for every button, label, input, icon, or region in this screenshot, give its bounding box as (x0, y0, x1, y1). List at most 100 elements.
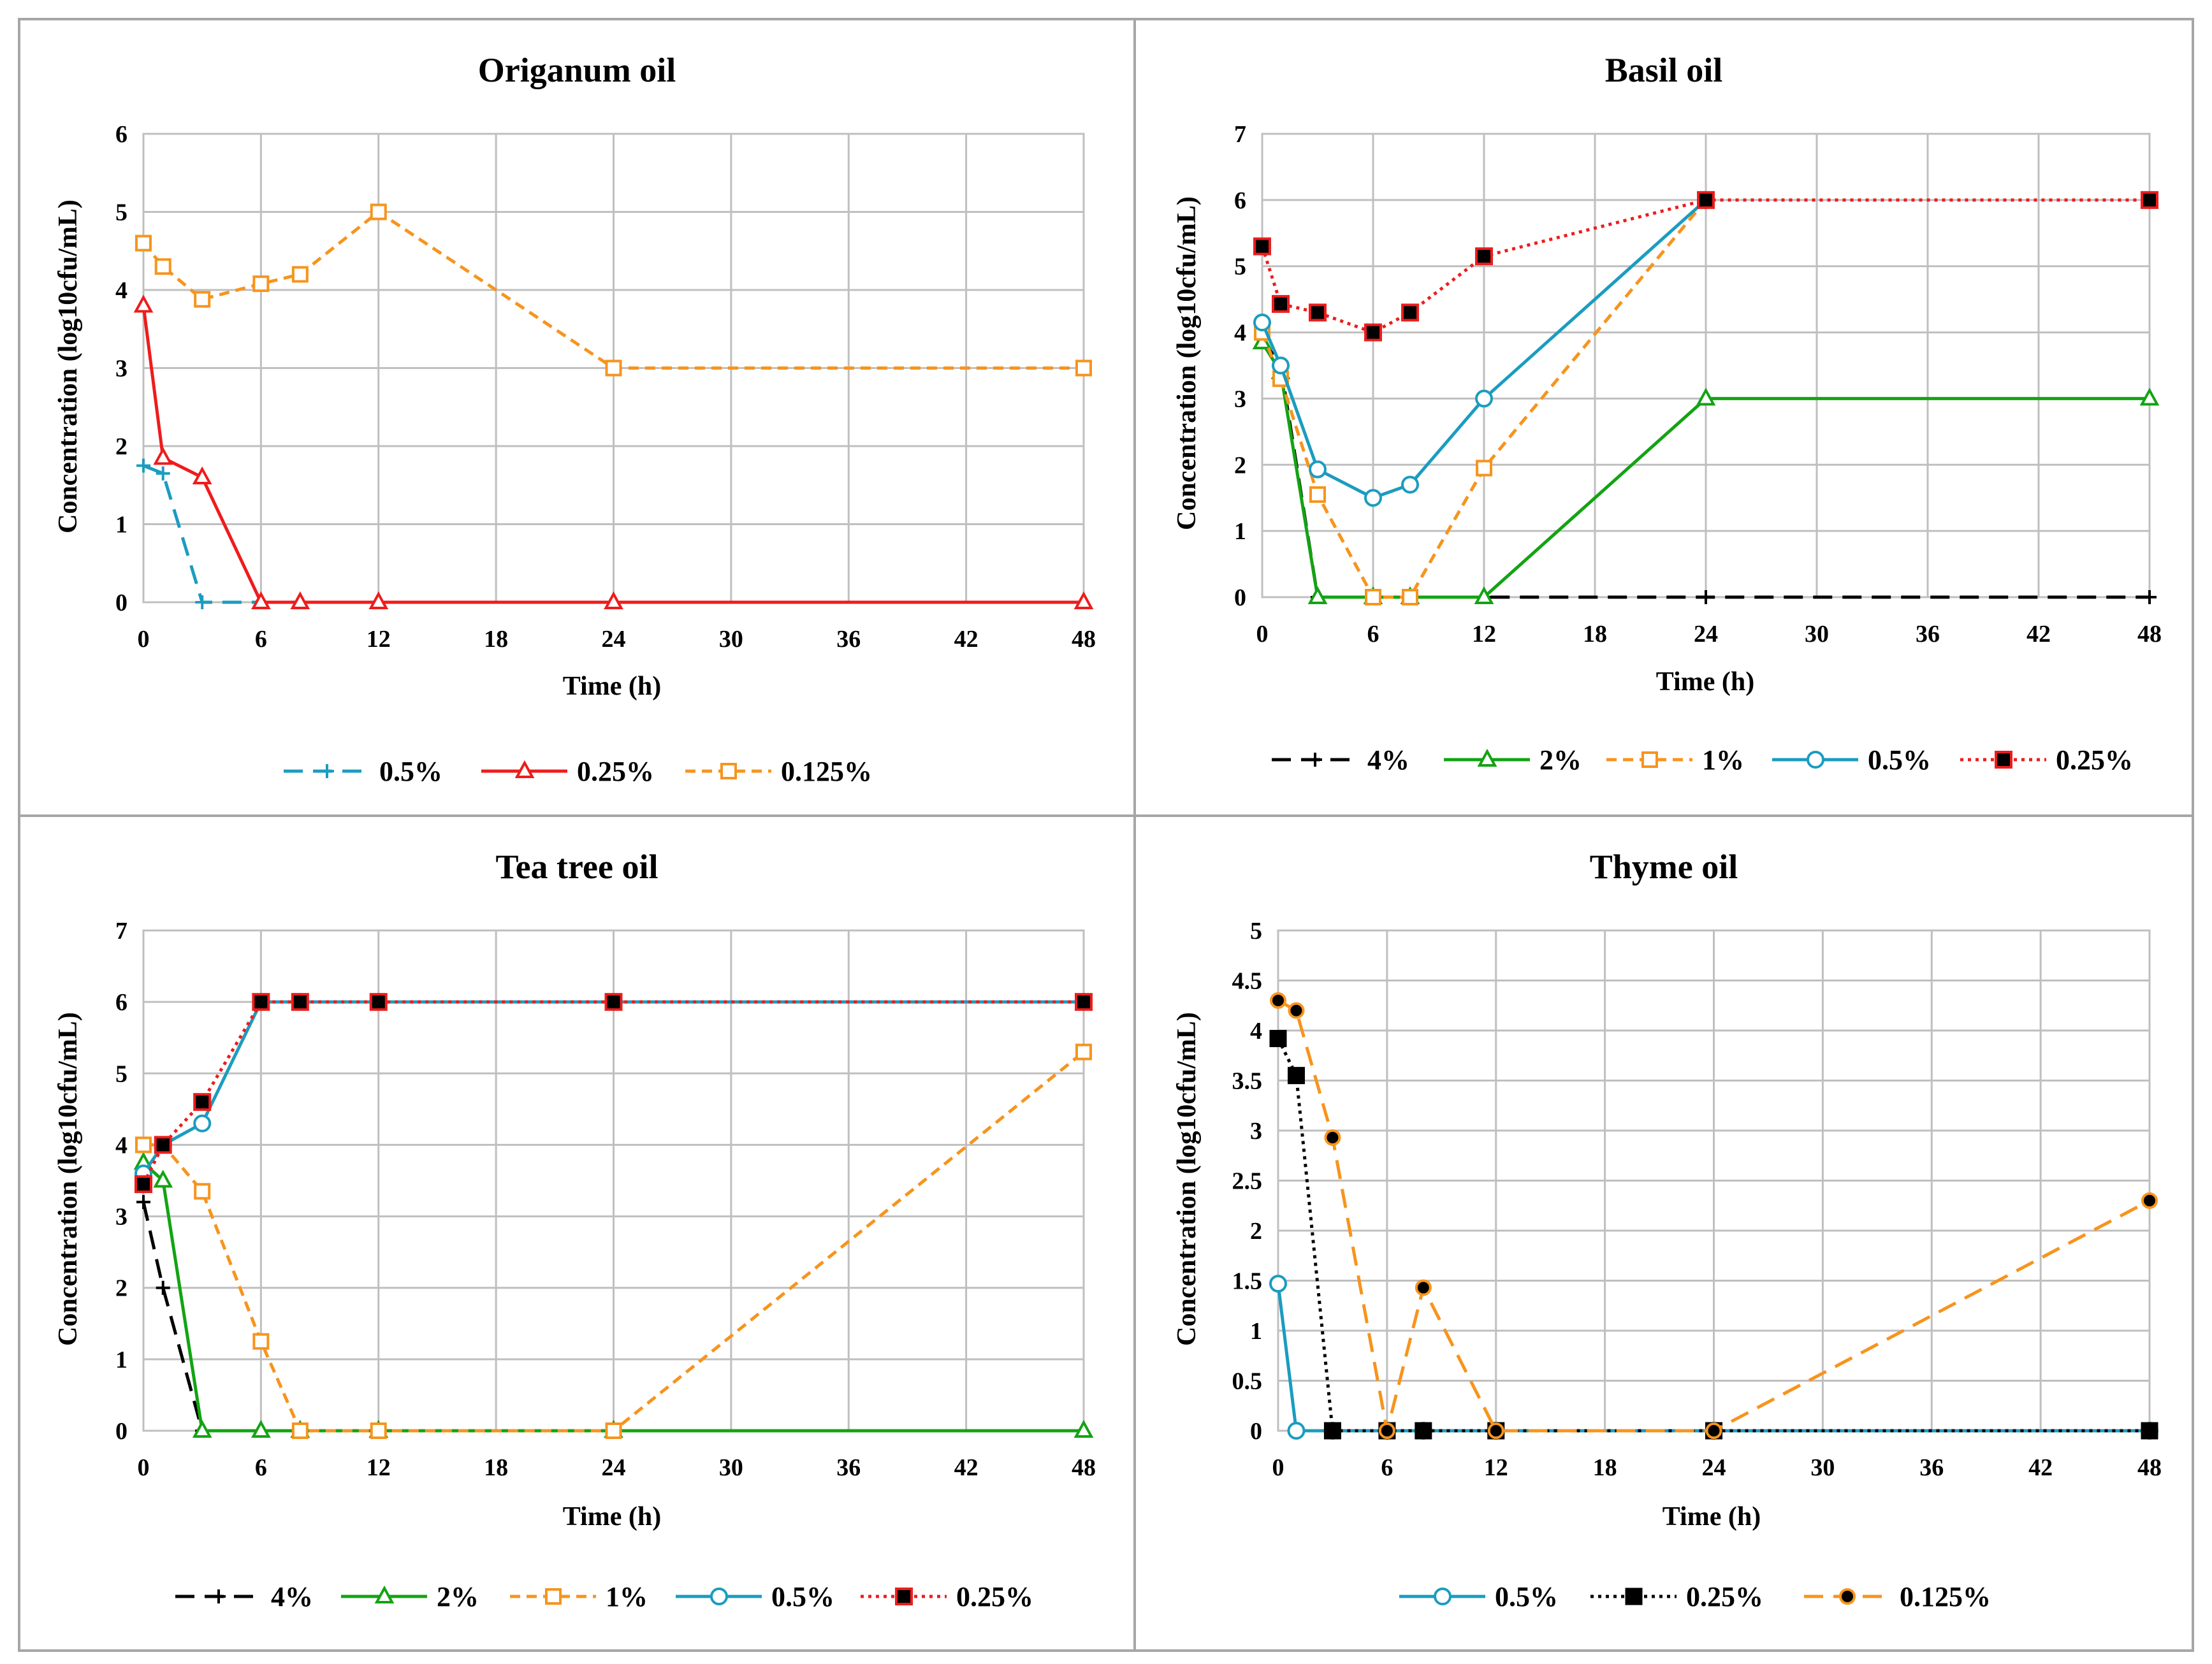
legend-item: 2% (341, 1581, 479, 1612)
x-tick-label: 12 (1472, 621, 1496, 648)
y-tick-label: 6 (115, 121, 127, 148)
y-tick-label: 2 (115, 433, 127, 460)
legend-label: 4% (271, 1581, 313, 1612)
x-tick-label: 24 (1694, 621, 1718, 648)
series-line (143, 464, 261, 604)
series-0.125pct (135, 203, 1092, 377)
x-tick-label: 36 (1919, 1454, 1944, 1481)
data-point (1401, 475, 1419, 494)
x-tick-label: 18 (1583, 621, 1607, 648)
data-point (136, 1195, 150, 1210)
data-point (1075, 1043, 1092, 1060)
legend-label: 1% (1702, 744, 1744, 776)
legend-label: 0.25% (577, 756, 654, 787)
y-tick-label: 1 (1250, 1318, 1262, 1345)
data-point (1309, 460, 1327, 479)
x-tick-label: 48 (2137, 1454, 2162, 1481)
y-tick-label: 3 (115, 1204, 127, 1231)
data-point (291, 993, 309, 1011)
data-point (1415, 1422, 1432, 1440)
legend-item: 0.25% (1590, 1581, 1763, 1612)
data-point (1253, 237, 1271, 256)
x-axis-label: Time (h) (563, 1502, 661, 1531)
x-tick-label: 6 (1381, 1454, 1393, 1481)
data-point (1324, 1129, 1341, 1146)
legend-label: 1% (606, 1581, 648, 1612)
data-point (370, 1422, 387, 1439)
data-point (192, 466, 212, 484)
x-tick-label: 24 (602, 626, 626, 653)
data-point (251, 1419, 271, 1438)
chart-title: Thyme oil (1590, 848, 1738, 886)
y-tick-label: 3 (115, 356, 127, 382)
series-0.125pct (1270, 992, 2158, 1439)
data-point (1287, 1422, 1306, 1440)
y-tick-label: 4.5 (1232, 968, 1263, 995)
data-point (1073, 1419, 1094, 1438)
data-point (1309, 303, 1327, 322)
legend-label: 0.5% (379, 756, 442, 787)
legend-label: 0.5% (1495, 1581, 1558, 1612)
y-tick-label: 1 (115, 1347, 127, 1373)
legend-item: 0.125% (685, 756, 872, 787)
data-point (1699, 590, 1713, 604)
x-tick-label: 36 (836, 1454, 861, 1481)
x-tick-label: 36 (836, 626, 861, 653)
y-tick-label: 1 (1234, 518, 1246, 545)
data-point (291, 1422, 309, 1439)
y-tick-label: 0.5 (1232, 1368, 1263, 1395)
x-tick-label: 30 (719, 1454, 743, 1481)
data-point (1309, 486, 1326, 503)
data-point (370, 203, 387, 221)
data-point (1075, 993, 1093, 1011)
legend-marker (720, 763, 737, 779)
data-point (291, 266, 309, 283)
data-point (604, 993, 623, 1011)
data-point (1270, 992, 1286, 1009)
data-point (2141, 191, 2158, 209)
data-point (154, 258, 171, 275)
legend-label: 2% (1539, 744, 1582, 776)
legend-marker (514, 760, 535, 778)
data-point (156, 1280, 170, 1295)
data-point (1415, 1279, 1432, 1296)
data-point (1269, 1030, 1287, 1048)
series-line (143, 1050, 1085, 1433)
data-point (1476, 459, 1492, 477)
data-point (1378, 1422, 1395, 1439)
x-tick-label: 24 (602, 1454, 626, 1481)
legend-marker (1995, 751, 2012, 769)
y-tick-label: 0 (115, 1418, 127, 1445)
legend-item: 0.25% (481, 756, 654, 787)
data-point (1487, 1422, 1504, 1439)
figure-frame (18, 18, 2194, 1652)
x-tick-label: 30 (719, 626, 743, 653)
data-point (1401, 303, 1419, 322)
data-point (1073, 591, 1094, 609)
legend-label: 0.25% (2056, 744, 2133, 776)
data-point (193, 1114, 212, 1132)
data-point (369, 993, 388, 1011)
x-tick-label: 42 (2026, 621, 2051, 648)
legend-label: 0.125% (1900, 1581, 1991, 1612)
data-point (604, 591, 623, 609)
series-line (1260, 198, 2150, 335)
data-point (252, 993, 270, 1011)
x-tick-label: 0 (1256, 621, 1269, 648)
series-0.25pct (135, 993, 1093, 1194)
y-tick-label: 3 (1234, 386, 1246, 412)
legend-label: 0.5% (1868, 744, 1931, 776)
data-point (153, 447, 173, 465)
chart-title: Tea tree oil (496, 848, 659, 886)
x-axis-label: Time (h) (1663, 1502, 1761, 1531)
y-tick-label: 1 (115, 512, 127, 539)
legend-item: 4% (175, 1581, 313, 1612)
data-point (252, 275, 270, 293)
x-tick-label: 18 (484, 1454, 508, 1481)
data-point (1364, 489, 1382, 507)
data-point (136, 458, 150, 473)
legend-item: 2% (1444, 744, 1582, 776)
